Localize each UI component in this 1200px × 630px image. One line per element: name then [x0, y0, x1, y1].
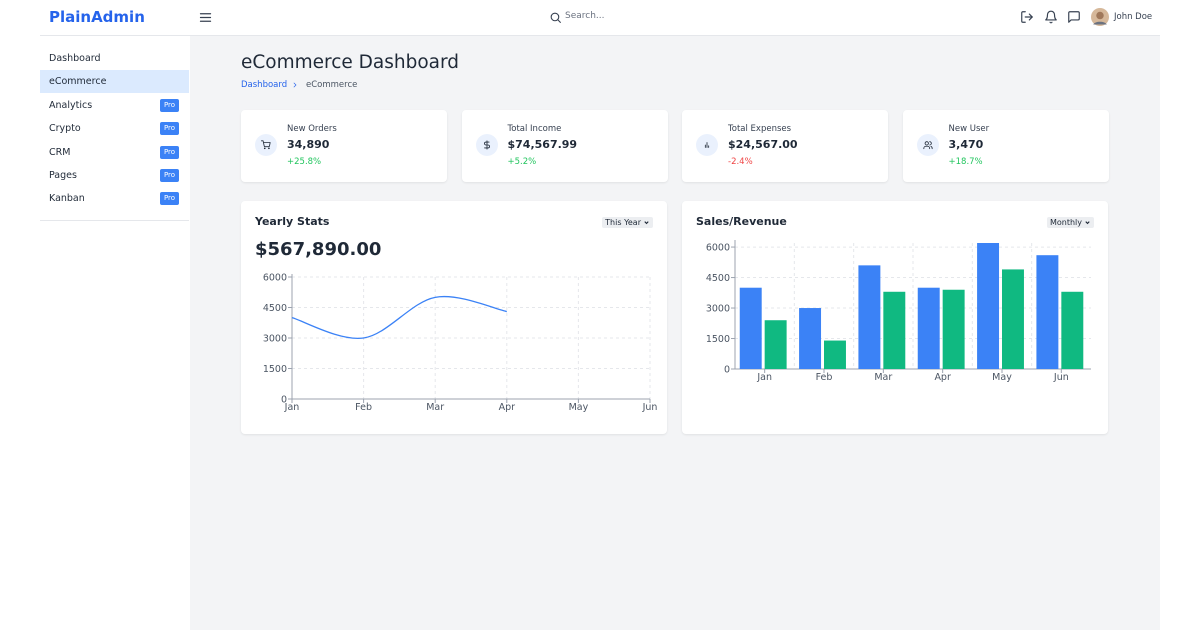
badge: Pro [160, 192, 179, 205]
nav-item[interactable]: Analytics [49, 100, 92, 111]
nav-item[interactable]: eCommerce [49, 76, 106, 87]
page-title: eCommerce Dashboard [241, 52, 459, 73]
nav-item[interactable]: Kanban [49, 193, 85, 204]
search-icon[interactable] [549, 11, 562, 24]
user-avatar[interactable] [1091, 8, 1109, 26]
chart-filter-dropdown[interactable]: Monthly [1047, 217, 1094, 228]
chart-card [241, 201, 667, 434]
dropdown-chevron [1084, 219, 1091, 226]
breadcrumb-current: eCommerce [306, 80, 357, 90]
menu-button[interactable] [198, 10, 213, 25]
messages-button[interactable] [1067, 10, 1081, 24]
search-input[interactable]: Search... [565, 11, 745, 21]
badge: Pro [160, 169, 179, 182]
chart-total: $567,890.00 [255, 239, 381, 260]
nav-item[interactable]: Pages [49, 170, 77, 181]
stat-label: Total Income [508, 124, 562, 134]
nav-item[interactable]: Crypto [49, 123, 81, 134]
chart-title: Sales/Revenue [696, 215, 787, 228]
stat-change: +18.7% [949, 157, 983, 167]
stat-label: New User [949, 124, 990, 134]
stat-value: $74,567.99 [508, 138, 578, 151]
stat-icon [261, 140, 271, 150]
stat-icon [702, 140, 712, 150]
chart-title: Yearly Stats [255, 215, 329, 228]
user-name[interactable]: John Doe [1114, 12, 1152, 22]
badge: Pro [160, 146, 179, 159]
stat-value: $24,567.00 [728, 138, 798, 151]
badge: Pro [160, 122, 179, 135]
chart-filter-dropdown[interactable]: This Year [602, 217, 653, 228]
stat-change: -2.4% [728, 157, 753, 167]
notifications-button[interactable] [1044, 10, 1058, 24]
stat-label: Total Expenses [728, 124, 791, 134]
nav-item[interactable]: CRM [49, 147, 70, 158]
stat-change: +5.2% [508, 157, 537, 167]
logo[interactable]: PlainAdmin [49, 8, 145, 26]
badge: Pro [160, 99, 179, 112]
logout-button[interactable] [1020, 10, 1034, 24]
stat-value: 34,890 [287, 138, 329, 151]
breadcrumb-link[interactable]: Dashboard [241, 80, 287, 90]
stat-label: New Orders [287, 124, 337, 134]
chart-card [682, 201, 1108, 434]
dropdown-chevron [643, 219, 650, 226]
stat-icon [923, 140, 933, 150]
stat-icon [482, 140, 492, 150]
stat-change: +25.8% [287, 157, 321, 167]
nav-item[interactable]: Dashboard [49, 53, 101, 64]
stat-value: 3,470 [949, 138, 984, 151]
breadcrumb-separator [291, 81, 299, 89]
